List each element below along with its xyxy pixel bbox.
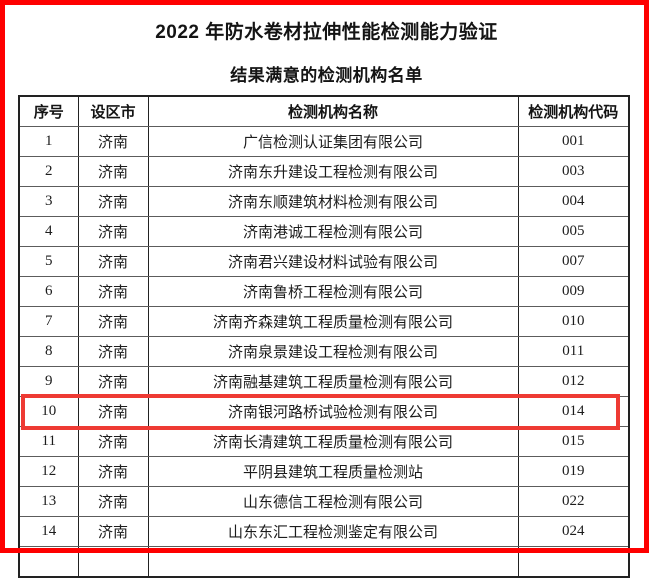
table-row: 10 济南 济南银河路桥试验检测有限公司 014 (18, 396, 630, 427)
cell-serial-number: 7 (18, 306, 79, 337)
header-institution-name: 检测机构名称 (147, 95, 519, 127)
cell-serial-number: 8 (18, 336, 79, 367)
cell-city: 济南 (77, 306, 149, 337)
cell-institution-code: 022 (517, 486, 630, 517)
table-row: 11 济南 济南长清建筑工程质量检测有限公司 015 (18, 426, 630, 457)
header-serial-number: 序号 (18, 95, 79, 127)
cell-institution-name: 济南泉景建设工程检测有限公司 (147, 336, 519, 367)
table-row: 3 济南 济南东顺建筑材料检测有限公司 004 (18, 186, 630, 217)
table-row: 9 济南 济南融基建筑工程质量检测有限公司 012 (18, 366, 630, 397)
cell-institution-code: 024 (517, 516, 630, 547)
page-subtitle: 结果满意的检测机构名单 (230, 66, 423, 85)
table-row (18, 546, 630, 578)
cell-institution-name: 山东德信工程检测有限公司 (147, 486, 519, 517)
cell-serial-number: 12 (18, 456, 79, 487)
cell-serial-number (18, 546, 79, 578)
table-row: 13 济南 山东德信工程检测有限公司 022 (18, 486, 630, 517)
table-header-row: 序号 设区市 检测机构名称 检测机构代码 (18, 95, 630, 127)
cell-city: 济南 (77, 336, 149, 367)
cell-serial-number: 14 (18, 516, 79, 547)
cell-institution-name: 济南鲁桥工程检测有限公司 (147, 276, 519, 307)
cell-institution-code: 014 (517, 396, 630, 427)
cell-institution-name: 平阴县建筑工程质量检测站 (147, 456, 519, 487)
cell-institution-name: 济南融基建筑工程质量检测有限公司 (147, 366, 519, 397)
table-row: 6 济南 济南鲁桥工程检测有限公司 009 (18, 276, 630, 307)
cell-city: 济南 (77, 216, 149, 247)
cell-serial-number: 2 (18, 156, 79, 187)
cell-institution-name: 济南东升建设工程检测有限公司 (147, 156, 519, 187)
cell-serial-number: 1 (18, 126, 79, 157)
cell-city: 济南 (77, 396, 149, 427)
cell-institution-code: 011 (517, 336, 630, 367)
cell-serial-number: 4 (18, 216, 79, 247)
cell-institution-name: 济南东顺建筑材料检测有限公司 (147, 186, 519, 217)
cell-institution-code: 005 (517, 216, 630, 247)
cell-institution-name: 济南齐森建筑工程质量检测有限公司 (147, 306, 519, 337)
cell-serial-number: 3 (18, 186, 79, 217)
cell-institution-code: 019 (517, 456, 630, 487)
header-institution-code: 检测机构代码 (517, 95, 630, 127)
cell-serial-number: 13 (18, 486, 79, 517)
cell-institution-code: 001 (517, 126, 630, 157)
cell-institution-code: 012 (517, 366, 630, 397)
cell-institution-code: 004 (517, 186, 630, 217)
table-row: 2 济南 济南东升建设工程检测有限公司 003 (18, 156, 630, 187)
table-row: 14 济南 山东东汇工程检测鉴定有限公司 024 (18, 516, 630, 547)
cell-institution-code: 007 (517, 246, 630, 277)
cell-institution-code: 010 (517, 306, 630, 337)
table-row: 1 济南 广信检测认证集团有限公司 001 (18, 126, 630, 157)
cell-institution-name: 广信检测认证集团有限公司 (147, 126, 519, 157)
page-title: 2022 年防水卷材拉伸性能检测能力验证 (155, 22, 498, 43)
table-row: 7 济南 济南齐森建筑工程质量检测有限公司 010 (18, 306, 630, 337)
cell-city: 济南 (77, 186, 149, 217)
table-row: 8 济南 济南泉景建设工程检测有限公司 011 (18, 336, 630, 367)
results-table-body: 1 济南 广信检测认证集团有限公司 001 2 济南 济南东升建设工程检测有限公司 003 3 济… (18, 126, 630, 578)
cell-institution-code: 003 (517, 156, 630, 187)
cell-city: 济南 (77, 156, 149, 187)
cell-serial-number: 5 (18, 246, 79, 277)
results-table: 序号 设区市 检测机构名称 检测机构代码 1 济南 广信检测认证集团有限公司 001 2… (18, 95, 630, 578)
cell-city: 济南 (77, 126, 149, 157)
cell-serial-number: 10 (18, 396, 79, 427)
table-row: 5 济南 济南君兴建设材料试验有限公司 007 (18, 246, 630, 277)
cell-institution-name: 济南长清建筑工程质量检测有限公司 (147, 426, 519, 457)
cell-city: 济南 (77, 276, 149, 307)
cell-institution-code: 015 (517, 426, 630, 457)
cell-city: 济南 (77, 246, 149, 277)
cell-serial-number: 6 (18, 276, 79, 307)
cell-institution-name: 济南君兴建设材料试验有限公司 (147, 246, 519, 277)
cell-serial-number: 11 (18, 426, 79, 457)
cell-city: 济南 (77, 486, 149, 517)
cell-city: 济南 (77, 456, 149, 487)
cell-serial-number: 9 (18, 366, 79, 397)
cell-institution-code: 009 (517, 276, 630, 307)
cell-institution-name: 山东东汇工程检测鉴定有限公司 (147, 516, 519, 547)
cell-city: 济南 (77, 516, 149, 547)
header-city: 设区市 (77, 95, 149, 127)
cell-city: 济南 (77, 426, 149, 457)
table-row: 12 济南 平阴县建筑工程质量检测站 019 (18, 456, 630, 487)
cell-institution-name: 济南银河路桥试验检测有限公司 (147, 396, 519, 427)
cell-institution-code (517, 546, 630, 578)
cell-institution-name (147, 546, 519, 578)
cell-institution-name: 济南港诚工程检测有限公司 (147, 216, 519, 247)
cell-city (77, 546, 149, 578)
cell-city: 济南 (77, 366, 149, 397)
table-row: 4 济南 济南港诚工程检测有限公司 005 (18, 216, 630, 247)
